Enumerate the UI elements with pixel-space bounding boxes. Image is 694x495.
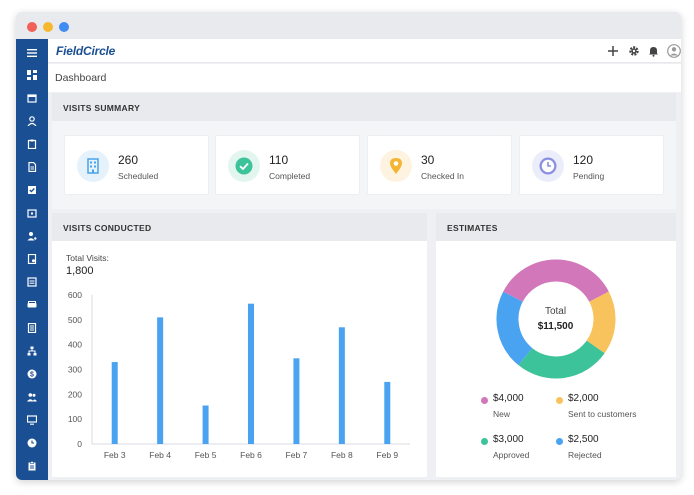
bar-feb-7[interactable] bbox=[293, 358, 300, 444]
scheduled-count: 260 bbox=[118, 153, 139, 167]
clock-icon[interactable] bbox=[16, 434, 48, 452]
pending-label: Pending bbox=[573, 171, 605, 181]
bar-feb-5[interactable] bbox=[202, 405, 209, 444]
donut-total-label: Total bbox=[544, 306, 567, 317]
close-window-button[interactable] bbox=[27, 22, 37, 32]
visits-conducted-heading: VISITS CONDUCTED bbox=[52, 213, 427, 241]
estimates-donut-chart bbox=[496, 259, 616, 379]
sidebar: $ bbox=[16, 39, 48, 480]
total-visits-label: Total Visits: bbox=[66, 253, 109, 263]
scheduled-label: Scheduled bbox=[118, 171, 159, 181]
pending-count: 120 bbox=[573, 153, 594, 167]
bar-feb-8[interactable] bbox=[338, 327, 345, 444]
monitor-icon[interactable] bbox=[16, 411, 48, 429]
x-tick-label: Feb 8 bbox=[331, 450, 353, 460]
list-icon[interactable] bbox=[16, 273, 48, 291]
legend-swatch bbox=[556, 438, 563, 445]
y-tick-label: 600 bbox=[68, 290, 82, 300]
y-tick-label: 0 bbox=[77, 439, 82, 449]
completed-count: 110 bbox=[269, 153, 289, 167]
checked-in-count: 30 bbox=[421, 153, 435, 167]
legend-swatch bbox=[481, 397, 488, 404]
app-window: $ FieldCircle Dashboard VISI bbox=[16, 12, 681, 480]
team-icon[interactable] bbox=[16, 388, 48, 406]
y-tick-label: 500 bbox=[68, 315, 82, 325]
gear-icon[interactable] bbox=[626, 43, 642, 59]
dashboard-icon[interactable] bbox=[16, 66, 48, 84]
estimates-heading: ESTIMATES bbox=[436, 213, 676, 241]
svg-text:$: $ bbox=[30, 372, 34, 379]
bar-feb-4[interactable] bbox=[157, 317, 164, 444]
completed-label: Completed bbox=[269, 171, 311, 181]
inventory-icon[interactable] bbox=[16, 457, 48, 475]
checkbox-icon[interactable] bbox=[16, 181, 48, 199]
donut-slice-new[interactable] bbox=[503, 259, 609, 303]
clipboard-icon[interactable] bbox=[16, 135, 48, 153]
building-icon bbox=[77, 150, 109, 182]
minimize-window-button[interactable] bbox=[43, 22, 53, 32]
summary-card-checked-in[interactable]: 30 Checked In bbox=[367, 135, 512, 195]
app-logo[interactable]: FieldCircle bbox=[56, 44, 116, 58]
x-tick-label: Feb 3 bbox=[104, 450, 126, 460]
x-tick-label: Feb 7 bbox=[286, 450, 308, 460]
y-tick-label: 100 bbox=[68, 414, 82, 424]
x-tick-label: Feb 9 bbox=[376, 450, 398, 460]
donut-slice-approved[interactable] bbox=[518, 340, 605, 379]
bar-feb-6[interactable] bbox=[248, 303, 254, 444]
bell-icon[interactable] bbox=[645, 43, 661, 59]
legend-label: Approved bbox=[493, 450, 530, 460]
schedule-icon[interactable] bbox=[16, 204, 48, 222]
invoice-icon[interactable] bbox=[16, 250, 48, 268]
bar-feb-3[interactable] bbox=[111, 362, 118, 444]
summary-card-completed[interactable]: 110 Completed bbox=[215, 135, 360, 195]
legend-swatch bbox=[481, 438, 488, 445]
total-visits-value: 1,800 bbox=[66, 265, 94, 277]
y-tick-label: 200 bbox=[68, 389, 82, 399]
x-tick-label: Feb 4 bbox=[149, 450, 171, 460]
donut-slice-sent-to-customers[interactable] bbox=[586, 291, 616, 354]
y-tick-label: 400 bbox=[68, 340, 82, 350]
legend-value: $4,000 bbox=[493, 393, 524, 404]
summary-card-pending[interactable]: 120 Pending bbox=[519, 135, 664, 195]
breadcrumb[interactable]: Dashboard bbox=[55, 72, 107, 84]
legend-value: $2,000 bbox=[568, 393, 599, 404]
clients-icon[interactable] bbox=[16, 112, 48, 130]
legend-label: New bbox=[493, 409, 511, 419]
report-icon[interactable] bbox=[16, 319, 48, 337]
legend-value: $3,000 bbox=[493, 434, 524, 445]
location-pin-icon bbox=[380, 150, 412, 182]
y-tick-label: 300 bbox=[68, 365, 82, 375]
add-icon[interactable] bbox=[605, 43, 621, 59]
menu-icon[interactable] bbox=[16, 44, 48, 62]
breadcrumb-bar: Dashboard bbox=[48, 64, 681, 92]
check-icon bbox=[228, 150, 260, 182]
user-avatar-icon[interactable] bbox=[666, 43, 681, 59]
document-icon[interactable] bbox=[16, 158, 48, 176]
x-tick-label: Feb 5 bbox=[195, 450, 217, 460]
maximize-window-button[interactable] bbox=[59, 22, 69, 32]
legend-swatch bbox=[556, 397, 563, 404]
legend-label: Sent to customers bbox=[568, 409, 637, 419]
top-header: FieldCircle bbox=[48, 39, 681, 63]
clock-icon bbox=[532, 150, 564, 182]
bar-feb-9[interactable] bbox=[384, 381, 391, 444]
visits-bar-chart: 0 100 200 300 400 500 600 Feb 3 Feb 4 Feb 5 Feb 6… bbox=[68, 290, 410, 460]
visits-summary-heading: VISITS SUMMARY bbox=[52, 93, 676, 121]
dollar-icon[interactable]: $ bbox=[16, 365, 48, 383]
technician-icon[interactable] bbox=[16, 227, 48, 245]
calendar-icon[interactable] bbox=[16, 89, 48, 107]
legend-label: Rejected bbox=[568, 450, 602, 460]
donut-slice-rejected[interactable] bbox=[496, 291, 533, 366]
summary-card-scheduled[interactable]: 260 Scheduled bbox=[64, 135, 209, 195]
hierarchy-icon[interactable] bbox=[16, 342, 48, 360]
vehicle-icon[interactable] bbox=[16, 296, 48, 314]
checked-in-label: Checked In bbox=[421, 171, 464, 181]
donut-total-value: $11,500 bbox=[537, 321, 574, 332]
legend-value: $2,500 bbox=[568, 434, 599, 445]
window-titlebar bbox=[16, 12, 681, 39]
x-tick-label: Feb 6 bbox=[240, 450, 262, 460]
